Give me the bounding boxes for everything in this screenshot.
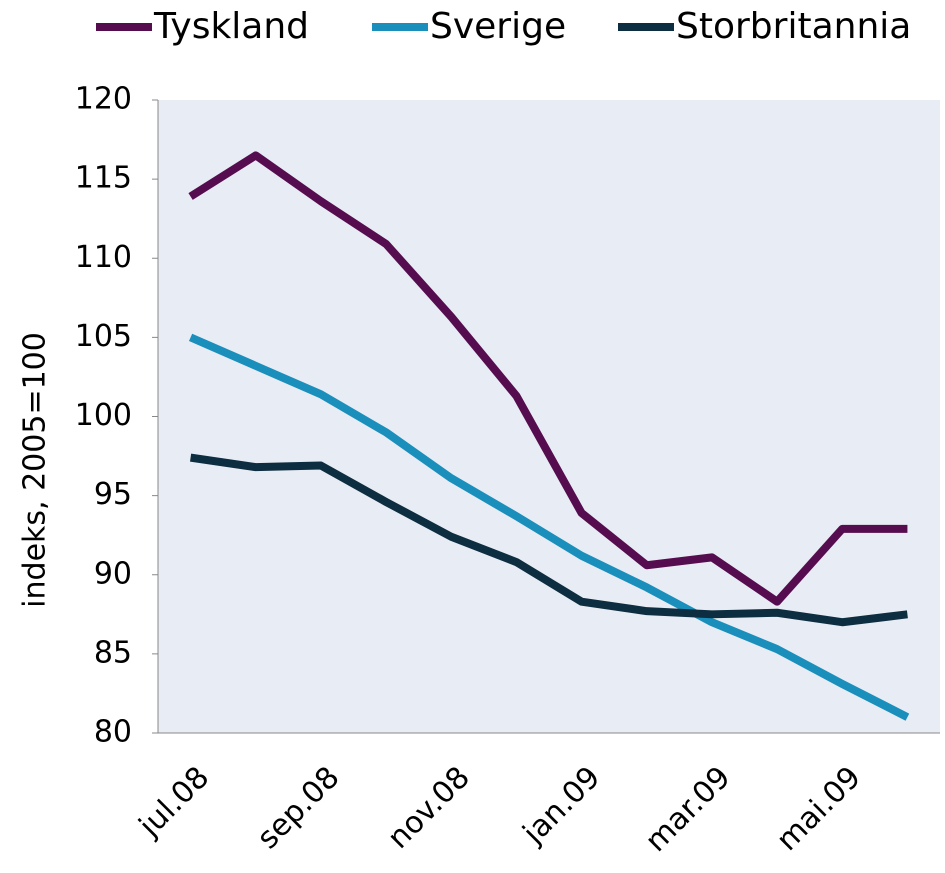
y-tick-label: 95 <box>94 477 132 512</box>
legend-label: Storbritannia <box>676 6 911 47</box>
y-tick-label: 105 <box>75 319 132 354</box>
x-tick-label: nov.08 <box>381 760 477 856</box>
y-tick-label: 120 <box>75 82 132 117</box>
x-tick-label: sep.08 <box>251 760 347 856</box>
x-tick-label: mai.09 <box>770 760 868 858</box>
line <box>190 453 908 627</box>
plot-area <box>158 100 940 733</box>
x-tick-label: jul.08 <box>132 760 216 844</box>
legend-label: Tyskland <box>153 6 309 47</box>
y-tick-label: 80 <box>94 715 132 750</box>
x-tick-label: mar.09 <box>639 760 738 859</box>
line <box>188 151 908 606</box>
y-tick-label: 85 <box>94 635 132 670</box>
y-axis-label: indeks, 2005=100 <box>18 332 53 608</box>
y-tick-label: 115 <box>75 161 132 196</box>
x-tick-label: jan.09 <box>516 760 608 852</box>
line <box>188 333 910 721</box>
y-tick-label: 90 <box>94 556 132 591</box>
y-tick-label: 100 <box>75 398 132 433</box>
y-tick-label: 110 <box>75 240 132 275</box>
legend-label: Sverige <box>430 6 566 47</box>
